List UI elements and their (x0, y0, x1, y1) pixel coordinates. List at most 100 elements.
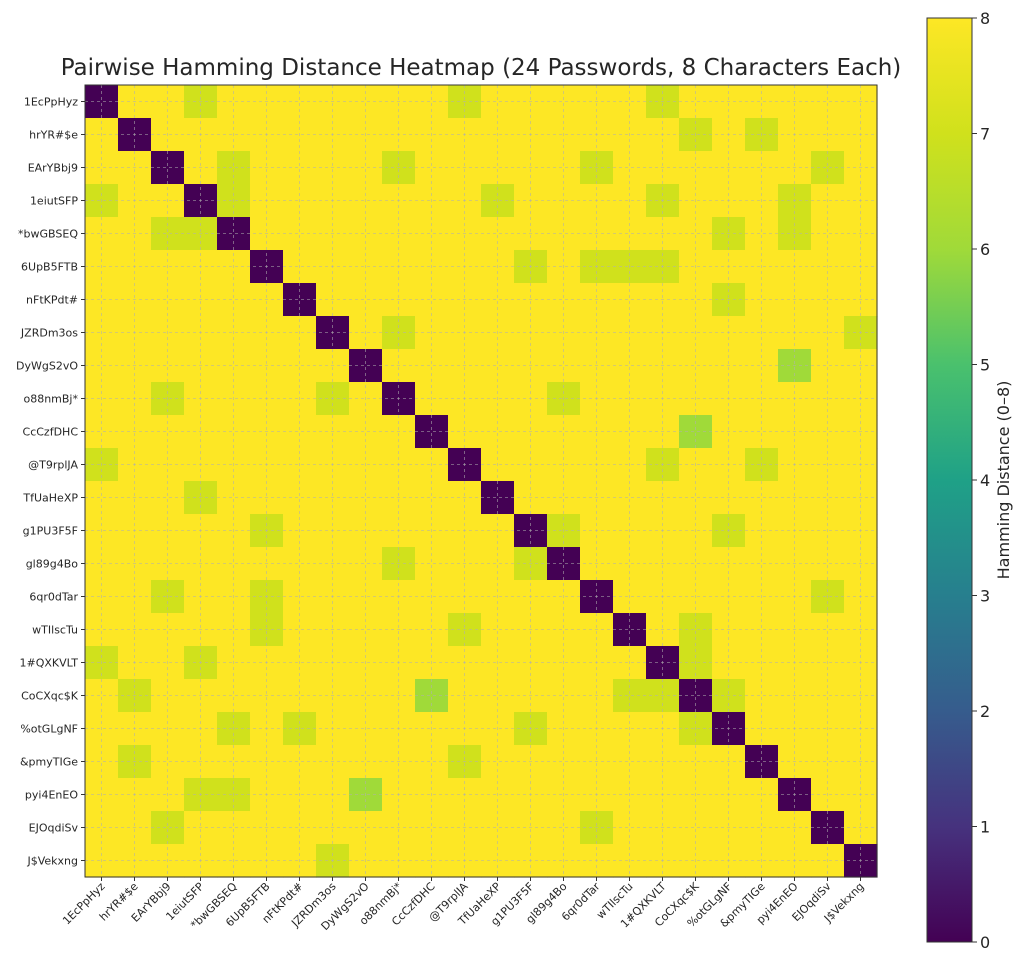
heatmap-cell-r22-c4 (217, 811, 251, 845)
heatmap-cell-r6-c4 (217, 283, 251, 317)
y-tick-label: 1EcPpHyz (24, 96, 78, 109)
heatmap-cell-r8-c4 (217, 349, 251, 383)
heatmap-cell-r8-c22 (811, 349, 845, 383)
heatmap-cell-r16-c2 (151, 613, 185, 647)
colorbar-tick-label: 3 (980, 587, 990, 606)
y-tick-label: o88nmBj* (23, 393, 78, 406)
heatmap-cell-r6-c22 (811, 283, 845, 317)
colorbar-tick-label: 4 (980, 471, 990, 490)
x-axis-tick-labels: 1EcPpHyzhrYR#$eEArYBbj91eiutSFP*bwGBSEQ6… (60, 877, 867, 933)
heatmap-grid (85, 85, 877, 877)
heatmap-cell-r14-c18 (679, 547, 713, 581)
heatmap-cell-r16-c16 (613, 613, 647, 647)
heatmap-cell-r6-c20 (745, 283, 779, 317)
heatmap-cell-r6-c16 (613, 283, 647, 317)
heatmap-cell-r4-c14 (547, 217, 581, 251)
y-tick-label: TfUaHeXP (22, 492, 78, 505)
heatmap-cell-r20-c6 (283, 745, 317, 779)
y-tick-label: nFtKPdt# (26, 294, 78, 307)
heatmap-cell-r18-c12 (481, 679, 515, 713)
heatmap-cell-r2-c12 (481, 151, 515, 185)
heatmap-cell-r12-c6 (283, 481, 317, 515)
heatmap-cell-r16-c10 (415, 613, 449, 647)
heatmap-cell-r18-c8 (349, 679, 383, 713)
y-tick-label: J$Vekxng (26, 855, 78, 868)
colorbar-label: Hamming Distance (0–8) (994, 381, 1013, 580)
heatmap-cell-r0-c12 (481, 85, 515, 119)
heatmap-cell-r14-c14 (547, 547, 581, 581)
y-tick-label: pyi4EnEO (25, 789, 78, 802)
heatmap-cell-r18-c22 (811, 679, 845, 713)
heatmap-cell-r22-c0 (85, 811, 119, 845)
heatmap-cell-r12-c8 (349, 481, 383, 515)
heatmap-cell-r16-c18 (679, 613, 713, 647)
heatmap-cell-r4-c6 (283, 217, 317, 251)
heatmap-cell-r10-c18 (679, 415, 713, 449)
heatmap-cell-r22-c22 (811, 811, 845, 845)
y-tick-label: JZRDm3os (20, 327, 78, 340)
heatmap-cell-r22-c10 (415, 811, 449, 845)
colorbar-tick-label: 0 (980, 933, 990, 952)
heatmap-cell-r6-c18 (679, 283, 713, 317)
heatmap-cell-r12-c18 (679, 481, 713, 515)
heatmap-cell-r14-c10 (415, 547, 449, 581)
heatmap-cell-r12-c0 (85, 481, 119, 515)
heatmap-frame (84, 84, 878, 878)
heatmap-cell-r20-c22 (811, 745, 845, 779)
heatmap-cell-r8-c18 (679, 349, 713, 383)
heatmap-cell-r2-c6 (283, 151, 317, 185)
heatmap-cell-r20-c16 (613, 745, 647, 779)
heatmap-cell-r16-c6 (283, 613, 317, 647)
y-tick-label: 6UpB5FTB (21, 261, 78, 274)
heatmap-cell-r18-c14 (547, 679, 581, 713)
heatmap-cell-r18-c18 (679, 679, 713, 713)
heatmap-cell-r2-c10 (415, 151, 449, 185)
heatmap-cell-r8-c20 (745, 349, 779, 383)
heatmap-cell-r14-c8 (349, 547, 383, 581)
heatmap-cell-r16-c20 (745, 613, 779, 647)
heatmap-cell-r6-c6 (283, 283, 317, 317)
heatmap-cell-r8-c16 (613, 349, 647, 383)
heatmap-cell-r20-c4 (217, 745, 251, 779)
heatmap-cell-r14-c22 (811, 547, 845, 581)
heatmap-cell-r22-c12 (481, 811, 515, 845)
colorbar-tick-label: 6 (980, 240, 990, 259)
y-tick-label: wTIlscTu (32, 624, 78, 637)
heatmap-cell-r2-c18 (679, 151, 713, 185)
heatmap-cell-r16-c8 (349, 613, 383, 647)
heatmap-cell-r22-c2 (151, 811, 185, 845)
heatmap-cell-r12-c20 (745, 481, 779, 515)
heatmap-cell-r10-c4 (217, 415, 251, 449)
heatmap-cell-r12-c14 (547, 481, 581, 515)
heatmap-cell-r8-c6 (283, 349, 317, 383)
heatmap-cell-r14-c12 (481, 547, 515, 581)
y-tick-label: %otGLgNF (20, 723, 78, 736)
heatmap-cell-r6-c14 (547, 283, 581, 317)
heatmap-cell-r2-c2 (151, 151, 185, 185)
heatmap-cell-r4-c18 (679, 217, 713, 251)
heatmap-cell-r12-c2 (151, 481, 185, 515)
heatmap-cell-r22-c14 (547, 811, 581, 845)
heatmap-cell-r6-c0 (85, 283, 119, 317)
heatmap-cell-r14-c6 (283, 547, 317, 581)
y-tick-label: EJOqdiSv (29, 822, 79, 835)
heatmap-cell-r10-c6 (283, 415, 317, 449)
heatmap-cell-r4-c0 (85, 217, 119, 251)
y-axis-tick-labels: 1EcPpHyz hrYR#$e EArYBbj9 1eiutSFP *bwGBSEQ 6… (16, 96, 85, 868)
heatmap-cell-r12-c4 (217, 481, 251, 515)
heatmap-cell-r0-c18 (679, 85, 713, 119)
heatmap-cell-r10-c8 (349, 415, 383, 449)
heatmap-cell-r6-c10 (415, 283, 449, 317)
heatmap-cell-r10-c14 (547, 415, 581, 449)
colorbar-gradient (926, 17, 973, 943)
heatmap-cell-r0-c16 (613, 85, 647, 119)
heatmap-cell-r20-c12 (481, 745, 515, 779)
y-tick-label: DyWgS2vO (16, 360, 78, 373)
heatmap-cell-r16-c22 (811, 613, 845, 647)
heatmap-cell-r14-c20 (745, 547, 779, 581)
heatmap-cell-r6-c2 (151, 283, 185, 317)
heatmap-cell-r4-c4 (217, 217, 251, 251)
colorbar-ticks: 0 1 2 3 4 5 6 7 8 (972, 9, 990, 952)
heatmap-cell-r8-c14 (547, 349, 581, 383)
